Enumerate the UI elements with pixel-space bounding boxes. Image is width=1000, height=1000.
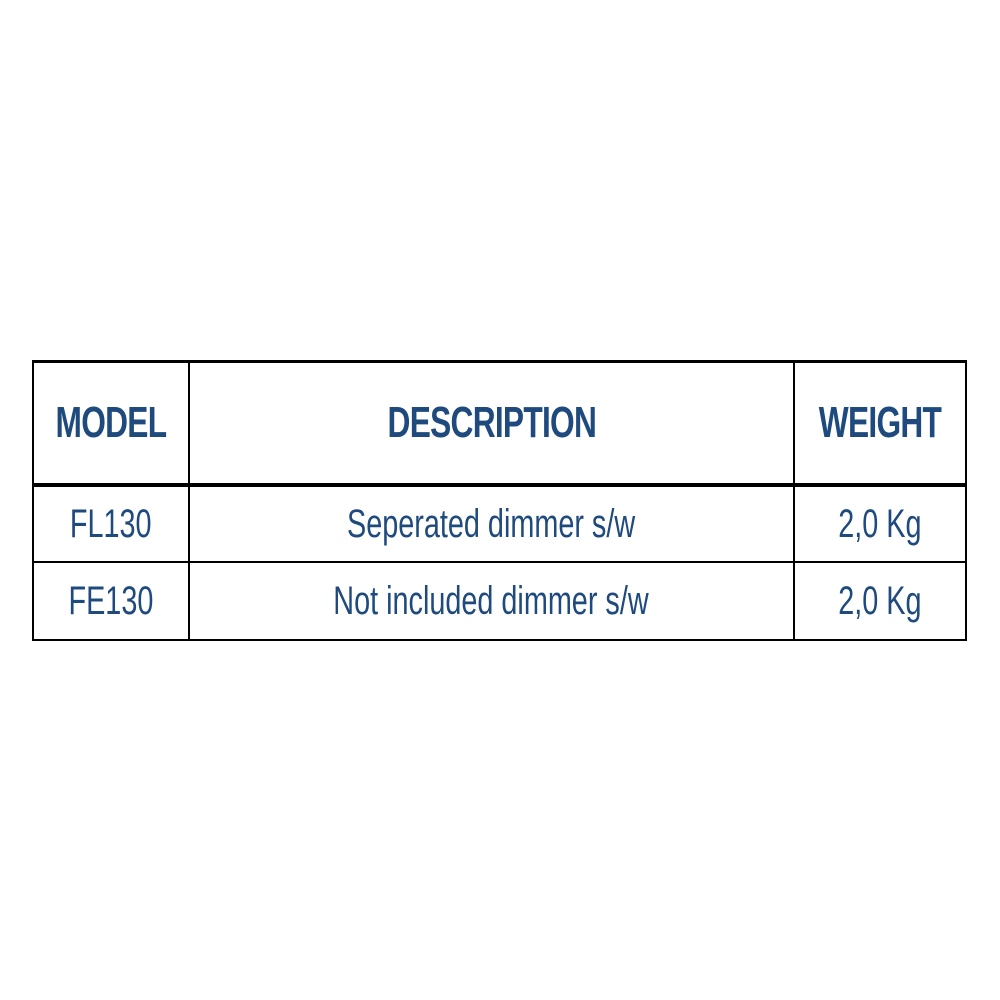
table-row: FL130 Seperated dimmer s/w 2,0 Kg	[32, 484, 967, 563]
cell-text: FL130	[70, 501, 152, 546]
header-label: DESCRIPTION	[387, 398, 596, 447]
cell-description: Not included dimmer s/w	[187, 561, 796, 641]
table-row: FE130 Not included dimmer s/w 2,0 Kg	[32, 561, 967, 641]
header-row: MODEL DESCRIPTION WEIGHT	[32, 360, 967, 487]
cell-text: Not included dimmer s/w	[333, 578, 650, 623]
cell-model: FL130	[32, 484, 190, 563]
cell-text: 2,0 Kg	[838, 578, 922, 623]
cell-text: Seperated dimmer s/w	[347, 501, 636, 546]
header-model: MODEL	[32, 360, 190, 487]
header-label: WEIGHT	[818, 398, 942, 447]
spec-table: MODEL DESCRIPTION WEIGHT FL130 Seperated…	[32, 360, 967, 641]
header-weight: WEIGHT	[793, 360, 967, 487]
cell-weight: 2,0 Kg	[793, 484, 967, 563]
cell-text: 2,0 Kg	[838, 501, 922, 546]
cell-description: Seperated dimmer s/w	[187, 484, 796, 563]
header-label: MODEL	[55, 398, 168, 447]
cell-model: FE130	[32, 561, 190, 641]
header-description: DESCRIPTION	[187, 360, 796, 487]
cell-text: FE130	[68, 578, 154, 623]
cell-weight: 2,0 Kg	[793, 561, 967, 641]
